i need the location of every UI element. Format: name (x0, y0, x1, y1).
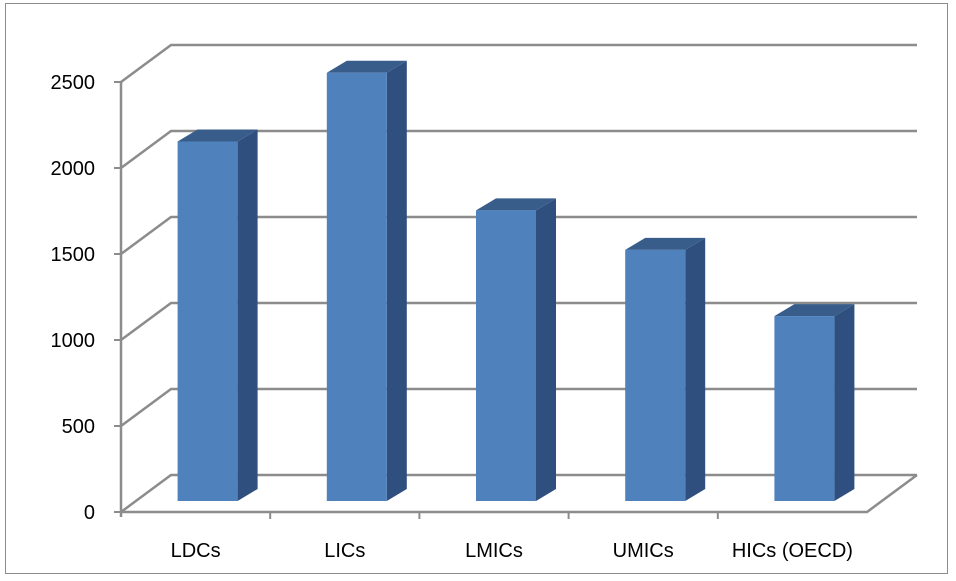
labels: 0 500 1000 1500 2000 2500 LDCs LICs LMICs UMICs HI… (51, 72, 853, 562)
y-tick-label-1500: 1500 (51, 244, 96, 266)
bar-side-4 (834, 304, 855, 501)
axes (114, 81, 918, 519)
y-tick-label-0: 0 (84, 502, 95, 524)
bar-0 (177, 141, 238, 501)
gridline-2500 (120, 43, 917, 84)
bar-4 (774, 316, 835, 501)
x-tick-label-4: HICs (OECD) (732, 540, 853, 562)
x-tick-label-2: LMICs (465, 540, 523, 562)
bar-top-0 (177, 129, 258, 142)
y-tick-label-1000: 1000 (51, 330, 96, 352)
x-tick-label-3: UMICs (613, 540, 674, 562)
bars (177, 60, 855, 501)
x-axis-line (121, 473, 918, 514)
y-tick-label-2000: 2000 (51, 158, 96, 180)
bar-1 (326, 72, 387, 501)
bar-side-1 (386, 60, 407, 501)
bar-2 (476, 210, 536, 501)
bar-side-3 (685, 237, 706, 501)
bar-top-3 (625, 237, 706, 250)
bar-top-2 (476, 198, 556, 211)
bar-side-0 (237, 129, 258, 501)
bar-side-2 (536, 198, 556, 501)
gridline-2000 (120, 129, 917, 170)
bar-top-4 (774, 304, 855, 317)
x-tick-label-0: LDCs (171, 540, 221, 562)
bar-3 (625, 249, 686, 501)
y-tick-label-2500: 2500 (51, 72, 96, 94)
gridline-1500 (120, 215, 917, 256)
y-tick-label-500: 500 (62, 416, 95, 438)
bar-top-1 (326, 60, 407, 73)
x-tick-label-1: LICs (324, 540, 365, 562)
